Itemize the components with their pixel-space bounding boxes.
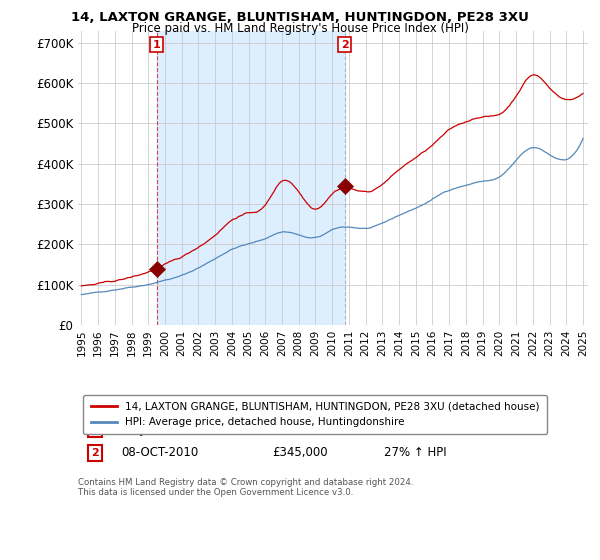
- Text: Contains HM Land Registry data © Crown copyright and database right 2024.
This d: Contains HM Land Registry data © Crown c…: [78, 478, 413, 497]
- Text: 14, LAXTON GRANGE, BLUNTISHAM, HUNTINGDON, PE28 3XU: 14, LAXTON GRANGE, BLUNTISHAM, HUNTINGDO…: [71, 11, 529, 24]
- Text: 23% ↑ HPI: 23% ↑ HPI: [384, 423, 446, 436]
- Text: 2: 2: [91, 447, 99, 458]
- Bar: [157, 31, 345, 325]
- Text: 1: 1: [91, 424, 99, 434]
- Text: 1: 1: [153, 40, 160, 50]
- Text: £345,000: £345,000: [272, 446, 328, 459]
- Text: 08-OCT-2010: 08-OCT-2010: [121, 446, 199, 459]
- Text: 2: 2: [341, 40, 349, 50]
- Text: 27% ↑ HPI: 27% ↑ HPI: [384, 446, 446, 459]
- Text: Price paid vs. HM Land Registry's House Price Index (HPI): Price paid vs. HM Land Registry's House …: [131, 22, 469, 35]
- Text: £137,500: £137,500: [272, 423, 328, 436]
- Legend: 14, LAXTON GRANGE, BLUNTISHAM, HUNTINGDON, PE28 3XU (detached house), HPI: Avera: 14, LAXTON GRANGE, BLUNTISHAM, HUNTINGDO…: [83, 395, 547, 435]
- Text: 06-JUL-1999: 06-JUL-1999: [121, 423, 194, 436]
